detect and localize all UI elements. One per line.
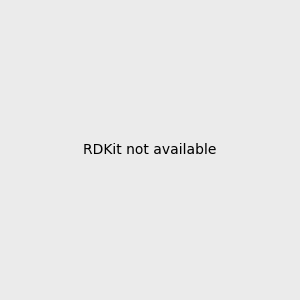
Text: RDKit not available: RDKit not available <box>83 143 217 157</box>
